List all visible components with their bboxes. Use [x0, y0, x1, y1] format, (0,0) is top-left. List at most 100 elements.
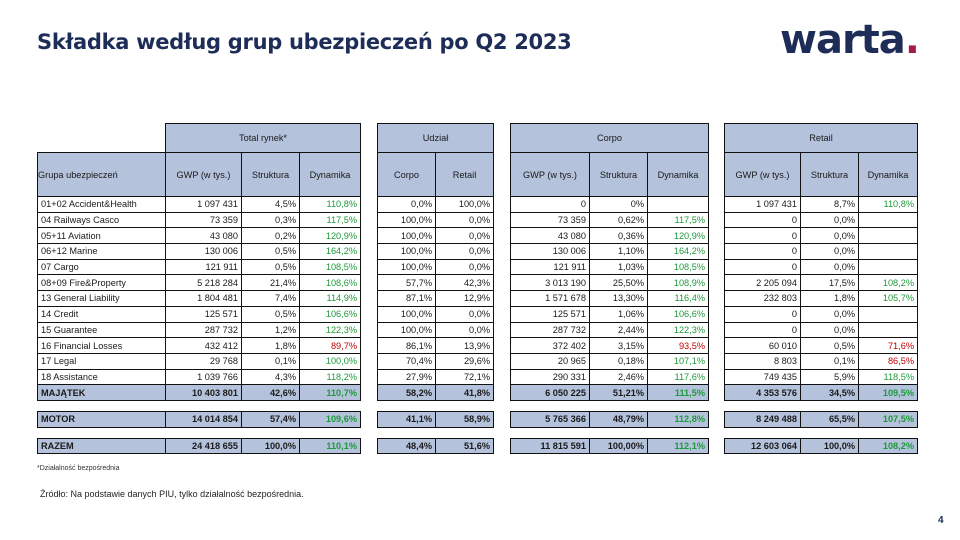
row-label: RAZEM — [37, 437, 166, 455]
total-struktura-cell: 0,5% — [241, 243, 300, 260]
total-gwp-cell: 1 804 481 — [165, 290, 242, 307]
retail-gwp-cell: 232 803 — [724, 290, 801, 307]
total-dynamika-cell: 89,7% — [299, 337, 361, 354]
corpo-struktura-cell: 2,44% — [589, 321, 648, 339]
retail-gwp-cell: 8 249 488 — [724, 410, 801, 428]
col-corpo-dynamika: Dynamika — [647, 152, 709, 197]
corpo-struktura-cell: 0,18% — [589, 352, 648, 370]
corpo-struktura-cell: 1,10% — [589, 243, 648, 260]
row-label: 16 Financial Losses — [37, 337, 166, 354]
total-gwp-cell: 287 732 — [165, 321, 242, 339]
corpo-gwp-cell: 11 815 591 — [510, 437, 590, 455]
corpo-gwp-cell: 287 732 — [510, 321, 590, 339]
corpo-gwp-cell: 0 — [510, 196, 590, 213]
retail-struktura-cell: 0,1% — [800, 352, 859, 370]
retail-dynamika-cell — [858, 211, 918, 229]
corpo-gwp-cell: 5 765 366 — [510, 410, 590, 428]
premium-table: Total rynek* Udział Corpo Retail Grupa u… — [37, 123, 918, 455]
retail-gwp-cell: 749 435 — [724, 368, 801, 386]
corpo-struktura-cell: 25,50% — [589, 274, 648, 292]
col-udzial-corpo: Corpo — [377, 152, 436, 197]
logo-dot: . — [904, 17, 920, 63]
col-udzial-retail: Retail — [435, 152, 494, 197]
table-row: 16 Financial Losses 432 412 1,8% 89,7% 86,1%… — [37, 337, 918, 354]
udzial-retail-cell: 100,0% — [435, 196, 494, 213]
udzial-retail-cell: 41,8% — [435, 384, 494, 401]
udzial-corpo-cell: 48,4% — [377, 437, 436, 455]
corpo-struktura-cell: 1,03% — [589, 258, 648, 276]
row-label: 04 Railways Casco — [37, 211, 166, 229]
corpo-struktura-cell: 13,30% — [589, 290, 648, 307]
total-struktura-cell: 1,8% — [241, 337, 300, 354]
total-gwp-cell: 73 359 — [165, 211, 242, 229]
total-gwp-cell: 1 039 766 — [165, 368, 242, 386]
retail-struktura-cell: 100,0% — [800, 437, 859, 455]
retail-dynamika-cell: 105,7% — [858, 290, 918, 307]
udzial-retail-cell: 42,3% — [435, 274, 494, 292]
retail-struktura-cell: 1,8% — [800, 290, 859, 307]
corpo-gwp-cell: 372 402 — [510, 337, 590, 354]
total-dynamika-cell: 100,0% — [299, 352, 361, 370]
udzial-retail-cell: 51,6% — [435, 437, 494, 455]
table-row: 13 General Liability 1 804 481 7,4% 114,9% 8… — [37, 290, 918, 307]
total-struktura-cell: 0,5% — [241, 305, 300, 323]
udzial-corpo-cell: 0,0% — [377, 196, 436, 213]
retail-gwp-cell: 0 — [724, 258, 801, 276]
corpo-dynamika-cell: 106,6% — [647, 305, 709, 323]
udzial-corpo-cell: 87,1% — [377, 290, 436, 307]
table-row: RAZEM 24 418 655 100,0% 110,1% 48,4% 51,6% 11 … — [37, 437, 918, 455]
retail-struktura-cell: 0,0% — [800, 258, 859, 276]
warta-logo: warta. — [780, 17, 920, 63]
udzial-retail-cell: 12,9% — [435, 290, 494, 307]
col-corpo-struktura: Struktura — [589, 152, 648, 197]
total-gwp-cell: 29 768 — [165, 352, 242, 370]
source-note: Źródło: Na podstawie danych PIU, tylko d… — [40, 489, 304, 499]
corpo-gwp-cell: 43 080 — [510, 227, 590, 245]
retail-dynamika-cell: 108,2% — [858, 274, 918, 292]
total-gwp-cell: 1 097 431 — [165, 196, 242, 213]
total-dynamika-cell: 114,9% — [299, 290, 361, 307]
total-struktura-cell: 4,3% — [241, 368, 300, 386]
retail-gwp-cell: 1 097 431 — [724, 196, 801, 213]
total-gwp-cell: 24 418 655 — [165, 437, 242, 455]
table-row: 08+09 Fire&Property 5 218 284 21,4% 108,6% 5… — [37, 274, 918, 292]
row-label: MOTOR — [37, 410, 166, 428]
total-gwp-cell: 130 006 — [165, 243, 242, 260]
table-row: 04 Railways Casco 73 359 0,3% 117,5% 100,0% 0… — [37, 211, 918, 229]
corpo-dynamika-cell: 108,9% — [647, 274, 709, 292]
table-row: 15 Guarantee 287 732 1,2% 122,3% 100,0% 0,0% 2… — [37, 321, 918, 339]
corpo-struktura-cell: 0% — [589, 196, 648, 213]
corpo-gwp-cell: 121 911 — [510, 258, 590, 276]
total-dynamika-cell: 117,5% — [299, 211, 361, 229]
table-row: MOTOR 14 014 854 57,4% 109,6% 41,1% 58,9% 5 76… — [37, 410, 918, 428]
col-retail-dynamika: Dynamika — [858, 152, 918, 197]
total-dynamika-cell: 122,3% — [299, 321, 361, 339]
udzial-corpo-cell: 100,0% — [377, 227, 436, 245]
total-struktura-cell: 21,4% — [241, 274, 300, 292]
table-row: 05+11 Aviation 43 080 0,2% 120,9% 100,0% 0,0%… — [37, 227, 918, 245]
corpo-gwp-cell: 125 571 — [510, 305, 590, 323]
retail-dynamika-cell: 109,5% — [858, 384, 918, 401]
retail-struktura-cell: 0,0% — [800, 211, 859, 229]
udzial-retail-cell: 0,0% — [435, 211, 494, 229]
total-dynamika-cell: 108,6% — [299, 274, 361, 292]
total-struktura-cell: 0,1% — [241, 352, 300, 370]
retail-gwp-cell: 0 — [724, 243, 801, 260]
group-udzial: Udział — [377, 123, 494, 153]
retail-struktura-cell: 17,5% — [800, 274, 859, 292]
page-title: Składka według grup ubezpieczeń po Q2 20… — [37, 30, 572, 54]
row-label: 06+12 Marine — [37, 243, 166, 260]
corpo-dynamika-cell: 112,8% — [647, 410, 709, 428]
group-retail: Retail — [724, 123, 918, 153]
corpo-struktura-cell: 100,00% — [589, 437, 648, 455]
corpo-dynamika-cell: 164,2% — [647, 243, 709, 260]
retail-gwp-cell: 4 353 576 — [724, 384, 801, 401]
corpo-gwp-cell: 3 013 190 — [510, 274, 590, 292]
udzial-retail-cell: 0,0% — [435, 227, 494, 245]
retail-struktura-cell: 0,0% — [800, 321, 859, 339]
udzial-retail-cell: 0,0% — [435, 243, 494, 260]
col-total-dynamika: Dynamika — [299, 152, 361, 197]
row-label: 14 Credit — [37, 305, 166, 323]
udzial-corpo-cell: 58,2% — [377, 384, 436, 401]
row-label: 08+09 Fire&Property — [37, 274, 166, 292]
